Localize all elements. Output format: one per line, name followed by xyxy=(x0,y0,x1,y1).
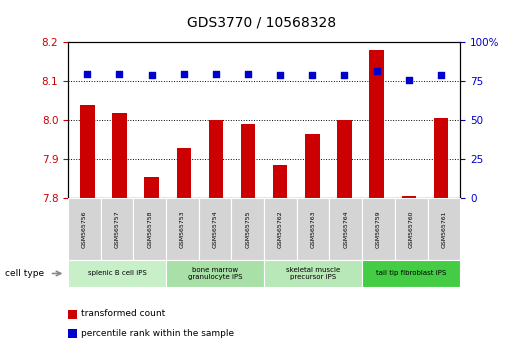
Text: GSM565757: GSM565757 xyxy=(115,210,120,248)
Point xyxy=(405,77,413,83)
Point xyxy=(212,71,220,76)
Bar xyxy=(241,124,255,198)
Point xyxy=(308,72,316,78)
Text: GSM565764: GSM565764 xyxy=(343,210,348,248)
Bar xyxy=(112,113,127,198)
Text: tail tip fibroblast iPS: tail tip fibroblast iPS xyxy=(376,270,446,276)
Text: cell type: cell type xyxy=(5,269,44,278)
Text: GSM565762: GSM565762 xyxy=(278,210,283,248)
Text: skeletal muscle
precursor iPS: skeletal muscle precursor iPS xyxy=(286,267,340,280)
Point xyxy=(83,71,92,76)
Point xyxy=(372,68,381,73)
Text: percentile rank within the sample: percentile rank within the sample xyxy=(81,329,234,338)
Bar xyxy=(337,120,352,198)
Point xyxy=(147,72,156,78)
Text: transformed count: transformed count xyxy=(81,309,165,319)
Text: splenic B cell iPS: splenic B cell iPS xyxy=(88,270,146,276)
Bar xyxy=(273,165,288,198)
Bar xyxy=(144,177,159,198)
Point xyxy=(437,72,445,78)
Text: GSM565754: GSM565754 xyxy=(212,210,218,248)
Bar xyxy=(176,148,191,198)
Text: bone marrow
granulocyte iPS: bone marrow granulocyte iPS xyxy=(188,267,242,280)
Text: GSM565761: GSM565761 xyxy=(441,211,447,248)
Bar xyxy=(209,120,223,198)
Bar xyxy=(434,118,448,198)
Text: GSM565760: GSM565760 xyxy=(408,211,414,248)
Point xyxy=(244,71,252,76)
Point xyxy=(340,72,349,78)
Text: GSM565756: GSM565756 xyxy=(82,211,87,248)
Text: GSM565753: GSM565753 xyxy=(180,210,185,248)
Bar xyxy=(80,105,95,198)
Point xyxy=(115,71,123,76)
Point xyxy=(179,71,188,76)
Point xyxy=(276,72,285,78)
Bar xyxy=(305,134,320,198)
Text: GSM565755: GSM565755 xyxy=(245,211,251,248)
Bar xyxy=(402,196,416,198)
Text: GSM565758: GSM565758 xyxy=(147,211,152,248)
Text: GDS3770 / 10568328: GDS3770 / 10568328 xyxy=(187,16,336,30)
Text: GSM565763: GSM565763 xyxy=(311,210,316,248)
Text: GSM565759: GSM565759 xyxy=(376,210,381,248)
Bar xyxy=(369,50,384,198)
